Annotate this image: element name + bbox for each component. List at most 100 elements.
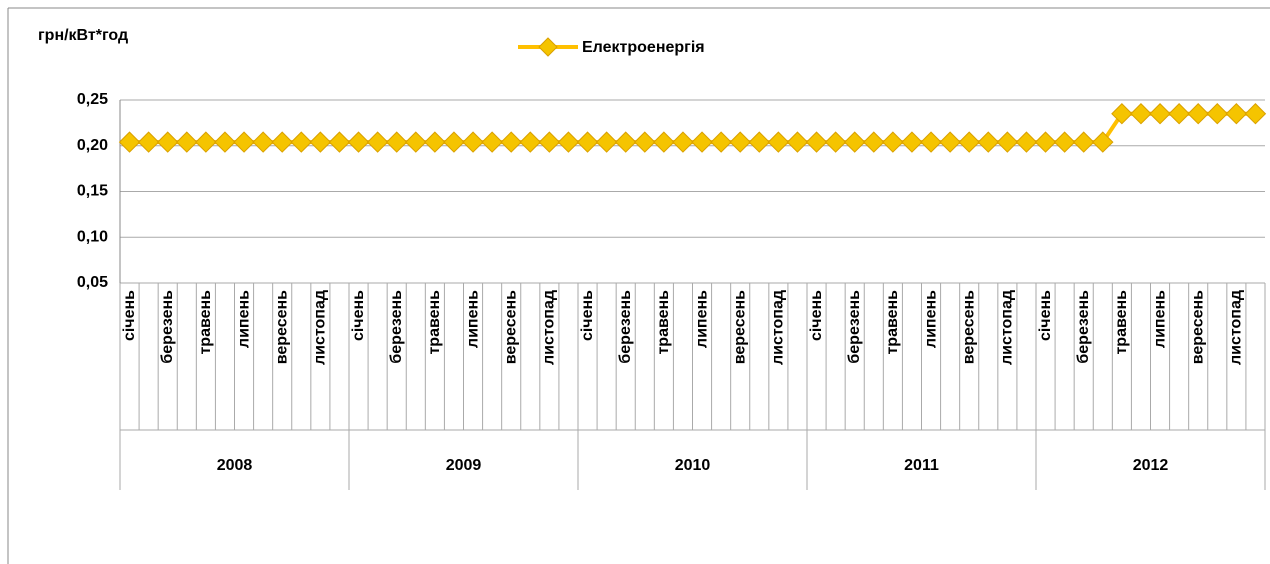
data-point — [1092, 131, 1114, 153]
data-point — [195, 131, 217, 153]
x-tick-label: липень — [235, 290, 252, 348]
x-tick-label: березень — [159, 290, 176, 364]
x-tick-label: січень — [121, 290, 138, 341]
x-tick-label: листопад — [1228, 290, 1245, 365]
data-point — [1015, 131, 1038, 153]
data-point — [1111, 103, 1133, 125]
data-point — [844, 131, 866, 153]
data-point — [767, 131, 790, 153]
data-point — [405, 131, 427, 153]
data-point — [1168, 103, 1190, 125]
data-point — [901, 131, 923, 153]
x-tick-label: вересень — [273, 290, 290, 364]
x-tick-label: липень — [1151, 290, 1168, 348]
x-tick-label: вересень — [502, 290, 519, 364]
x-tick-label: березень — [388, 290, 405, 364]
data-point — [996, 131, 1019, 153]
data-point — [729, 131, 751, 153]
data-point — [748, 131, 770, 153]
data-point — [1053, 131, 1076, 153]
data-point — [920, 131, 942, 153]
data-point — [538, 131, 561, 153]
data-point — [500, 131, 522, 153]
data-point — [271, 131, 293, 153]
x-tick-label: вересень — [1189, 290, 1206, 364]
x-tick-label: листопад — [999, 290, 1016, 365]
data-point — [252, 131, 274, 153]
data-point — [443, 131, 465, 153]
x-tick-label: березень — [846, 290, 863, 364]
x-tick-label: травень — [197, 290, 214, 355]
y-axis-label: грн/кВт*год — [38, 27, 128, 44]
data-point — [653, 131, 675, 153]
data-point — [1206, 103, 1228, 125]
data-point — [1187, 103, 1209, 125]
data-point — [290, 131, 312, 153]
y-tick-label: 0,05 — [77, 274, 108, 291]
x-tick-label: травень — [655, 290, 672, 355]
x-tick-label: січень — [350, 290, 367, 341]
year-label: 2008 — [217, 457, 253, 474]
data-point — [882, 131, 904, 153]
data-point — [595, 131, 618, 153]
data-point — [672, 131, 694, 153]
year-label: 2010 — [675, 457, 711, 474]
legend-marker — [538, 37, 558, 57]
data-point — [786, 131, 809, 153]
data-point — [1225, 103, 1248, 125]
x-tick-label: липень — [693, 290, 710, 348]
data-point — [157, 131, 179, 153]
y-tick-label: 0,25 — [77, 91, 108, 108]
data-point — [386, 131, 408, 153]
data-point — [691, 131, 713, 153]
data-point — [1034, 131, 1057, 153]
x-tick-label: січень — [1037, 290, 1054, 341]
data-point — [576, 131, 599, 153]
x-tick-label: листопад — [770, 290, 787, 365]
data-point — [118, 131, 141, 153]
x-tick-label: січень — [808, 290, 825, 341]
data-point — [710, 131, 732, 153]
data-point — [958, 131, 980, 153]
data-point — [328, 131, 351, 153]
data-point — [634, 131, 656, 153]
data-point — [309, 131, 332, 153]
data-point — [977, 131, 999, 153]
data-point — [366, 131, 389, 153]
data-point — [347, 131, 370, 153]
x-tick-label: листопад — [541, 290, 558, 365]
x-tick-label: вересень — [731, 290, 748, 364]
year-label: 2009 — [446, 457, 482, 474]
data-point — [863, 131, 885, 153]
x-tick-label: листопад — [312, 290, 329, 365]
data-point — [462, 131, 484, 153]
data-point — [557, 131, 580, 153]
x-tick-label: березень — [1075, 290, 1092, 364]
data-point — [481, 131, 503, 153]
data-point — [615, 131, 637, 153]
x-tick-label: травень — [884, 290, 901, 355]
data-point — [1130, 103, 1152, 125]
data-point — [805, 131, 828, 153]
data-point — [1073, 131, 1095, 153]
data-point — [939, 131, 961, 153]
y-tick-label: 0,20 — [77, 137, 108, 154]
y-tick-label: 0,10 — [77, 228, 108, 245]
y-tick-label: 0,15 — [77, 183, 108, 200]
data-point — [519, 131, 541, 153]
data-point — [424, 131, 446, 153]
year-label: 2012 — [1133, 457, 1169, 474]
data-point — [176, 131, 198, 153]
x-tick-label: вересень — [960, 290, 977, 364]
x-tick-label: січень — [579, 290, 596, 341]
data-point — [233, 131, 255, 153]
legend-label: Електроенергія — [582, 39, 705, 56]
data-point — [824, 131, 847, 153]
data-point — [137, 131, 160, 153]
x-tick-label: травень — [1113, 290, 1130, 355]
x-tick-label: липень — [464, 290, 481, 348]
year-label: 2011 — [904, 457, 939, 474]
x-tick-label: липень — [922, 290, 939, 348]
data-point — [1244, 103, 1267, 125]
